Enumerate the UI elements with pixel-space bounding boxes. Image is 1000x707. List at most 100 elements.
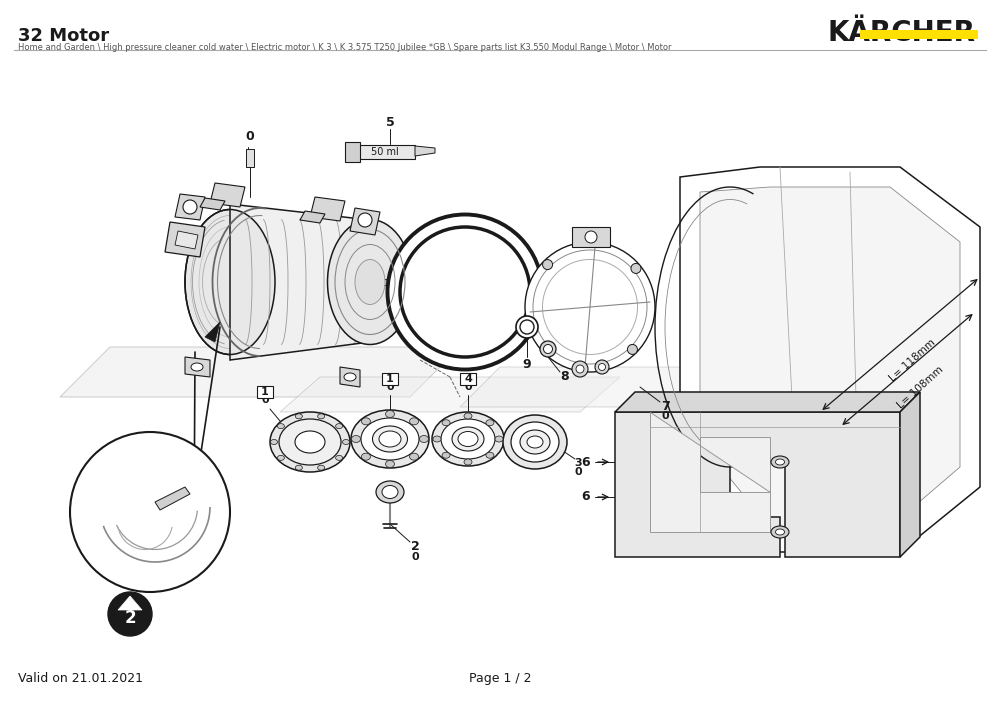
Polygon shape [175, 231, 198, 249]
Circle shape [70, 432, 230, 592]
Ellipse shape [543, 259, 553, 269]
Ellipse shape [595, 360, 609, 374]
Ellipse shape [776, 459, 784, 465]
Text: 0: 0 [661, 411, 669, 421]
Bar [382, 373, 398, 385]
Ellipse shape [410, 453, 419, 460]
Ellipse shape [540, 341, 556, 357]
Ellipse shape [352, 436, 360, 443]
Bar [460, 373, 476, 385]
Text: KÄRCHER: KÄRCHER [828, 19, 976, 47]
Polygon shape [700, 187, 960, 527]
Polygon shape [680, 167, 980, 552]
Polygon shape [310, 197, 345, 221]
Ellipse shape [344, 373, 356, 381]
Ellipse shape [631, 264, 641, 274]
Ellipse shape [544, 344, 552, 354]
Ellipse shape [771, 526, 789, 538]
Text: 0: 0 [246, 131, 254, 144]
Text: 50 ml: 50 ml [371, 147, 399, 157]
Text: 5: 5 [386, 115, 394, 129]
Text: 1: 1 [261, 387, 269, 397]
Ellipse shape [336, 423, 343, 428]
Text: Home and Garden \ High pressure cleaner cold water \ Electric motor \ K 3 \ K 3.: Home and Garden \ High pressure cleaner … [18, 43, 672, 52]
Polygon shape [175, 194, 205, 220]
Bar [860, 30, 978, 39]
Ellipse shape [295, 414, 302, 419]
Ellipse shape [598, 363, 606, 370]
Ellipse shape [452, 427, 484, 451]
Ellipse shape [372, 426, 408, 452]
Ellipse shape [486, 420, 494, 426]
Ellipse shape [277, 455, 284, 460]
Text: 6: 6 [581, 491, 590, 503]
Polygon shape [210, 183, 245, 207]
Text: L= 118mm: L= 118mm [887, 337, 937, 383]
Bar [257, 386, 273, 398]
Polygon shape [185, 357, 210, 377]
Ellipse shape [516, 316, 538, 338]
Polygon shape [300, 211, 325, 223]
Ellipse shape [442, 452, 450, 458]
Ellipse shape [277, 423, 284, 428]
Ellipse shape [386, 411, 394, 418]
Ellipse shape [328, 219, 413, 344]
Text: 1: 1 [386, 374, 394, 384]
Ellipse shape [361, 418, 419, 460]
Ellipse shape [495, 436, 503, 442]
Ellipse shape [342, 440, 350, 445]
Ellipse shape [295, 465, 302, 470]
Ellipse shape [270, 412, 350, 472]
Ellipse shape [295, 431, 325, 453]
Text: 0: 0 [261, 395, 269, 405]
Ellipse shape [776, 529, 784, 535]
Ellipse shape [183, 200, 197, 214]
Polygon shape [230, 204, 370, 360]
Text: L= 108mm: L= 108mm [895, 364, 945, 410]
Ellipse shape [441, 419, 495, 459]
Ellipse shape [503, 415, 567, 469]
Ellipse shape [464, 413, 472, 419]
Text: 0: 0 [574, 467, 582, 477]
Polygon shape [350, 208, 380, 235]
Ellipse shape [442, 420, 450, 426]
Polygon shape [118, 596, 142, 610]
Ellipse shape [572, 361, 588, 377]
Ellipse shape [358, 213, 372, 227]
Text: Valid on 21.01.2021: Valid on 21.01.2021 [18, 672, 143, 685]
Text: 32 Motor: 32 Motor [18, 27, 109, 45]
Polygon shape [415, 146, 435, 156]
Polygon shape [615, 412, 900, 557]
Text: 6: 6 [581, 455, 590, 469]
Text: 8: 8 [561, 370, 569, 383]
Polygon shape [200, 198, 225, 210]
Ellipse shape [542, 259, 638, 354]
Text: 0: 0 [464, 382, 472, 392]
Ellipse shape [410, 418, 419, 425]
Text: 2: 2 [124, 609, 136, 627]
Ellipse shape [576, 365, 584, 373]
Text: 7: 7 [661, 400, 669, 414]
Ellipse shape [543, 344, 553, 354]
Polygon shape [355, 145, 415, 159]
Ellipse shape [361, 418, 370, 425]
Polygon shape [345, 142, 360, 162]
Ellipse shape [486, 452, 494, 458]
Polygon shape [572, 227, 610, 247]
Ellipse shape [520, 430, 550, 454]
Ellipse shape [361, 453, 370, 460]
Ellipse shape [376, 481, 404, 503]
Ellipse shape [585, 231, 597, 243]
Ellipse shape [771, 456, 789, 468]
Ellipse shape [520, 320, 534, 334]
Text: 0: 0 [411, 552, 419, 562]
Polygon shape [60, 347, 460, 397]
Polygon shape [165, 222, 205, 257]
Text: Page 1 / 2: Page 1 / 2 [469, 672, 531, 685]
Text: 9: 9 [523, 358, 531, 370]
Polygon shape [205, 322, 220, 342]
Ellipse shape [185, 209, 275, 354]
Ellipse shape [511, 422, 559, 462]
Ellipse shape [191, 363, 203, 371]
Ellipse shape [464, 459, 472, 465]
